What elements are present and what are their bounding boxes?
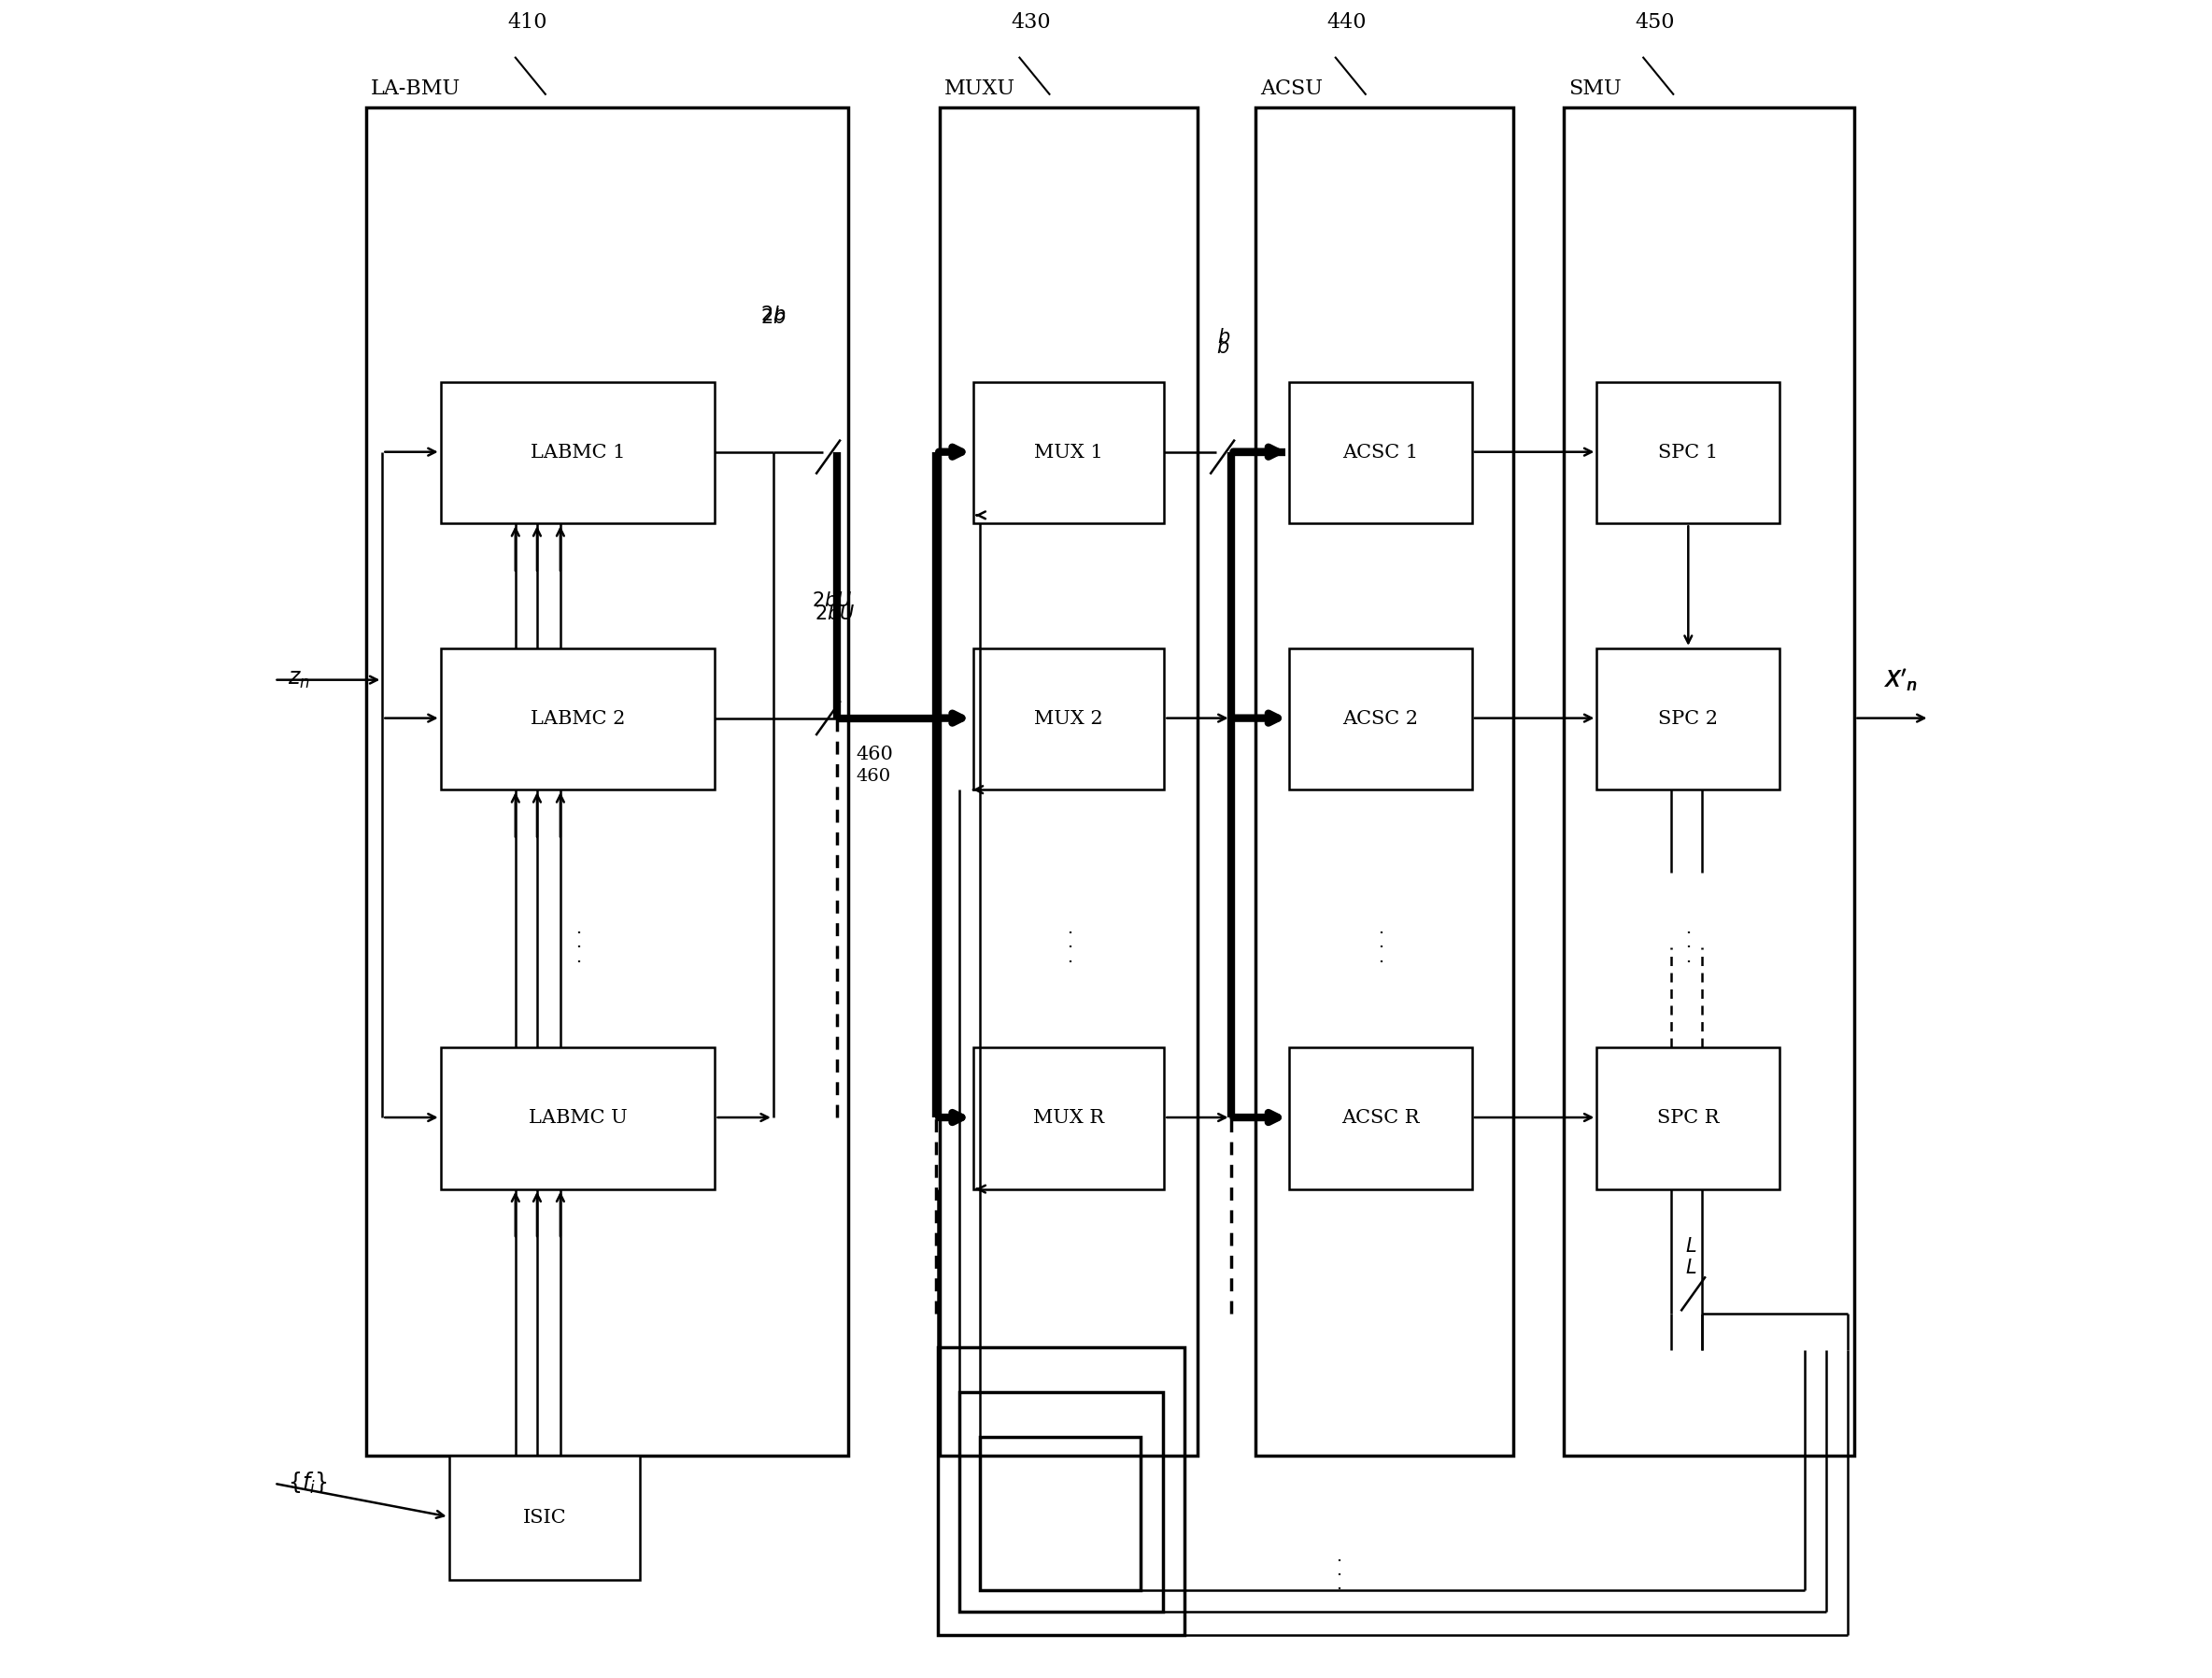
Bar	[1256, 107, 1513, 1455]
Text: ·
·
·: · · ·	[1686, 925, 1692, 970]
Bar	[440, 648, 714, 790]
Text: $2bU$: $2bU$	[812, 591, 852, 611]
Text: 430: 430	[1011, 12, 1051, 32]
Text: $L$: $L$	[1686, 1258, 1697, 1277]
Text: ISIC: ISIC	[522, 1509, 566, 1527]
Bar	[440, 1047, 714, 1190]
Text: ·
·
·: · · ·	[575, 925, 582, 970]
Bar	[1290, 383, 1471, 524]
Text: MUXU: MUXU	[945, 79, 1015, 99]
Text: $2bU$: $2bU$	[814, 604, 856, 623]
Bar	[1597, 648, 1781, 790]
Text: LABMC U: LABMC U	[529, 1109, 628, 1128]
Bar	[449, 1455, 639, 1581]
Text: ·
·
·: · · ·	[1066, 925, 1073, 970]
Text: $b$: $b$	[1217, 329, 1230, 347]
Bar	[440, 383, 714, 524]
Bar	[973, 648, 1164, 790]
Bar	[980, 1436, 1141, 1591]
Text: $z_n$: $z_n$	[288, 670, 310, 691]
Text: ·
·
·: · · ·	[1336, 1552, 1343, 1597]
Bar	[1564, 107, 1854, 1455]
Text: LABMC 1: LABMC 1	[531, 445, 626, 461]
Bar	[973, 383, 1164, 524]
Text: ACSC R: ACSC R	[1340, 1109, 1420, 1128]
Text: $X'_n$: $X'_n$	[1885, 666, 1918, 693]
Text: $2b$: $2b$	[761, 309, 785, 327]
Text: LA-BMU: LA-BMU	[372, 79, 460, 99]
Text: MUX 1: MUX 1	[1035, 445, 1104, 461]
Text: 410: 410	[507, 12, 546, 32]
Bar	[365, 107, 847, 1455]
Text: $b$: $b$	[1217, 339, 1230, 357]
Bar	[940, 107, 1197, 1455]
Text: $\{f_i\}$: $\{f_i\}$	[288, 1472, 327, 1497]
Bar	[960, 1393, 1164, 1611]
Bar	[1597, 1047, 1781, 1190]
Text: ·
·
·: · · ·	[1378, 925, 1382, 970]
Text: SPC 2: SPC 2	[1659, 710, 1719, 728]
Text: 460: 460	[856, 745, 894, 763]
Bar	[938, 1347, 1183, 1634]
Text: SPC R: SPC R	[1657, 1109, 1719, 1128]
Text: 460: 460	[856, 769, 891, 785]
Text: ACSU: ACSU	[1261, 79, 1323, 99]
Text: SPC 1: SPC 1	[1659, 445, 1719, 461]
Text: 450: 450	[1635, 12, 1674, 32]
Text: MUX R: MUX R	[1033, 1109, 1104, 1128]
Text: SMU: SMU	[1568, 79, 1621, 99]
Bar	[1597, 383, 1781, 524]
Text: $2b$: $2b$	[761, 305, 785, 324]
Text: MUX 2: MUX 2	[1035, 710, 1104, 728]
Bar	[1290, 648, 1471, 790]
Bar	[973, 1047, 1164, 1190]
Bar	[1290, 1047, 1471, 1190]
Text: $L$: $L$	[1686, 1237, 1697, 1255]
Text: ACSC 2: ACSC 2	[1343, 710, 1418, 728]
Text: 440: 440	[1327, 12, 1367, 32]
Text: LABMC 2: LABMC 2	[531, 710, 626, 728]
Text: ACSC 1: ACSC 1	[1343, 445, 1418, 461]
Text: $X'_n$: $X'_n$	[1882, 666, 1916, 693]
